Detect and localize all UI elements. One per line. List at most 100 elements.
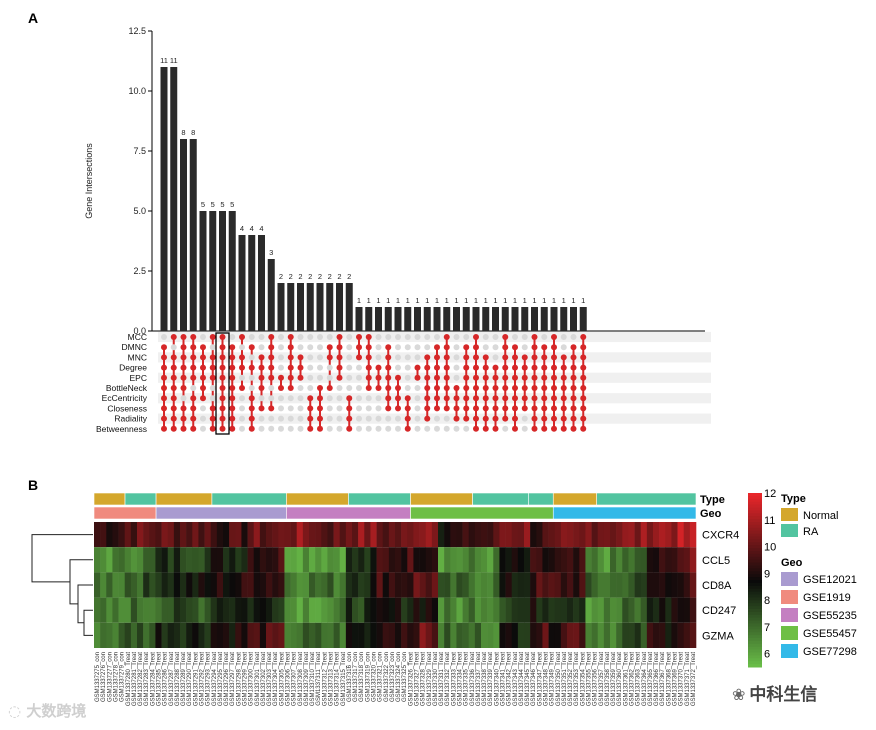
heatmap-cell	[388, 522, 396, 548]
matrix-dot-active	[200, 395, 206, 402]
matrix-dot-active	[473, 415, 479, 422]
heatmap-cell	[438, 522, 445, 548]
matrix-dot-active	[336, 354, 343, 361]
heatmap-cell	[573, 597, 580, 623]
heatmap-cell	[640, 547, 648, 573]
matrix-dot-active	[229, 364, 236, 371]
colorbar-segment	[748, 519, 762, 523]
heatmap-cell	[450, 622, 457, 648]
matrix-dot-active	[512, 385, 518, 391]
heatmap-cell	[610, 622, 617, 648]
heatmap-cell	[536, 547, 543, 573]
heatmap-cell	[376, 572, 384, 598]
sample-label: GSM1337366_Treat	[654, 652, 660, 706]
colorbar-segment	[748, 623, 762, 627]
sample-label: GSM1337294_Treat	[212, 652, 218, 706]
intersection-bar	[209, 211, 217, 331]
heatmap-cell	[259, 572, 267, 598]
heatmap-cell	[462, 597, 470, 623]
matrix-dot-active	[180, 415, 187, 422]
heatmap-cell	[597, 572, 605, 598]
heatmap-cell	[401, 622, 408, 648]
matrix-dot-active	[287, 354, 294, 361]
colorbar-tick-label: 12	[764, 488, 776, 500]
heatmap-cell	[388, 622, 396, 648]
heatmap-cell	[665, 547, 672, 573]
heatmap-cell	[585, 597, 592, 623]
type-annotation-segment	[286, 492, 349, 506]
sample-label: GSM1337311_Treat	[316, 652, 322, 706]
matrix-dot-inactive	[297, 395, 304, 402]
heatmap-cell	[450, 572, 457, 598]
heatmap-cell	[235, 572, 242, 598]
matrix-dot-inactive	[385, 425, 392, 432]
matrix-dot-active	[229, 385, 236, 391]
matrix-dot-active	[443, 395, 450, 402]
heatmap-cell	[192, 547, 199, 573]
matrix-dot-active	[268, 334, 275, 340]
heatmap-cell	[358, 522, 365, 548]
matrix-dot-inactive	[365, 425, 372, 432]
matrix-dot-active	[239, 364, 245, 371]
heatmap-cell	[567, 572, 574, 598]
matrix-dot-active	[531, 425, 538, 432]
bar-value-label: 4	[250, 224, 254, 233]
heatmap-cell	[302, 597, 310, 623]
heatmap-cell	[567, 597, 574, 623]
heatmap-cell	[530, 597, 537, 623]
matrix-dot-active	[560, 405, 567, 412]
heatmap-cell	[646, 547, 654, 573]
matrix-dot-active	[551, 354, 557, 361]
heatmap-cell	[511, 622, 519, 648]
matrix-dot-active	[531, 385, 538, 391]
heatmap-cell	[689, 547, 697, 573]
heatmap-cell	[143, 597, 150, 623]
matrix-dot-active	[551, 395, 557, 402]
heatmap-cell	[603, 572, 611, 598]
heatmap-cell	[395, 572, 402, 598]
matrix-dot-active	[336, 344, 343, 351]
matrix-dot-active	[404, 425, 411, 432]
matrix-dot-active	[482, 405, 489, 412]
intersection-bar	[462, 307, 470, 331]
colorbar-segment	[748, 640, 762, 645]
sample-label: GSM1337364_Treat	[642, 652, 648, 706]
set-label: DMNC	[122, 342, 148, 352]
matrix-dot-active	[551, 334, 557, 340]
heatmap-cell	[296, 572, 304, 598]
matrix-dot-inactive	[570, 334, 577, 340]
matrix-dot-active	[248, 395, 255, 402]
intersection-bar	[180, 139, 187, 331]
sample-label: GSM1337369_Treat	[673, 652, 679, 706]
matrix-dot-active	[375, 385, 382, 391]
heatmap-cell	[253, 547, 261, 573]
heatmap-cell	[272, 572, 279, 598]
matrix-dot-inactive	[239, 395, 245, 402]
matrix-dot-active	[473, 425, 479, 432]
matrix-dot-inactive	[395, 364, 401, 371]
heatmap-cell	[548, 622, 556, 648]
heatmap-cell	[321, 522, 328, 548]
heatmap-cell	[223, 547, 230, 573]
matrix-dot-active	[326, 344, 333, 351]
heatmap-cell	[210, 547, 218, 573]
matrix-dot-active	[580, 395, 587, 402]
matrix-dot-active	[424, 395, 431, 402]
heatmap-cell	[143, 572, 150, 598]
sample-label: GSM1337365_Treat	[648, 652, 654, 706]
matrix-dot-active	[219, 344, 226, 351]
matrix-dot-active	[268, 354, 275, 361]
heatmap-cell	[167, 622, 175, 648]
heatmap-cell	[450, 597, 457, 623]
matrix-dot-active	[463, 405, 470, 412]
heatmap-cell	[542, 522, 549, 548]
set-label: MNC	[128, 352, 147, 362]
matrix-dot-active	[570, 405, 577, 412]
heatmap-cell	[610, 572, 617, 598]
matrix-dot-inactive	[404, 344, 411, 351]
heatmap-cell	[155, 597, 162, 623]
matrix-dot-active	[434, 385, 440, 391]
heatmap-cell	[167, 522, 175, 548]
matrix-dot-active	[326, 385, 333, 391]
matrix-dot-active	[434, 354, 440, 361]
